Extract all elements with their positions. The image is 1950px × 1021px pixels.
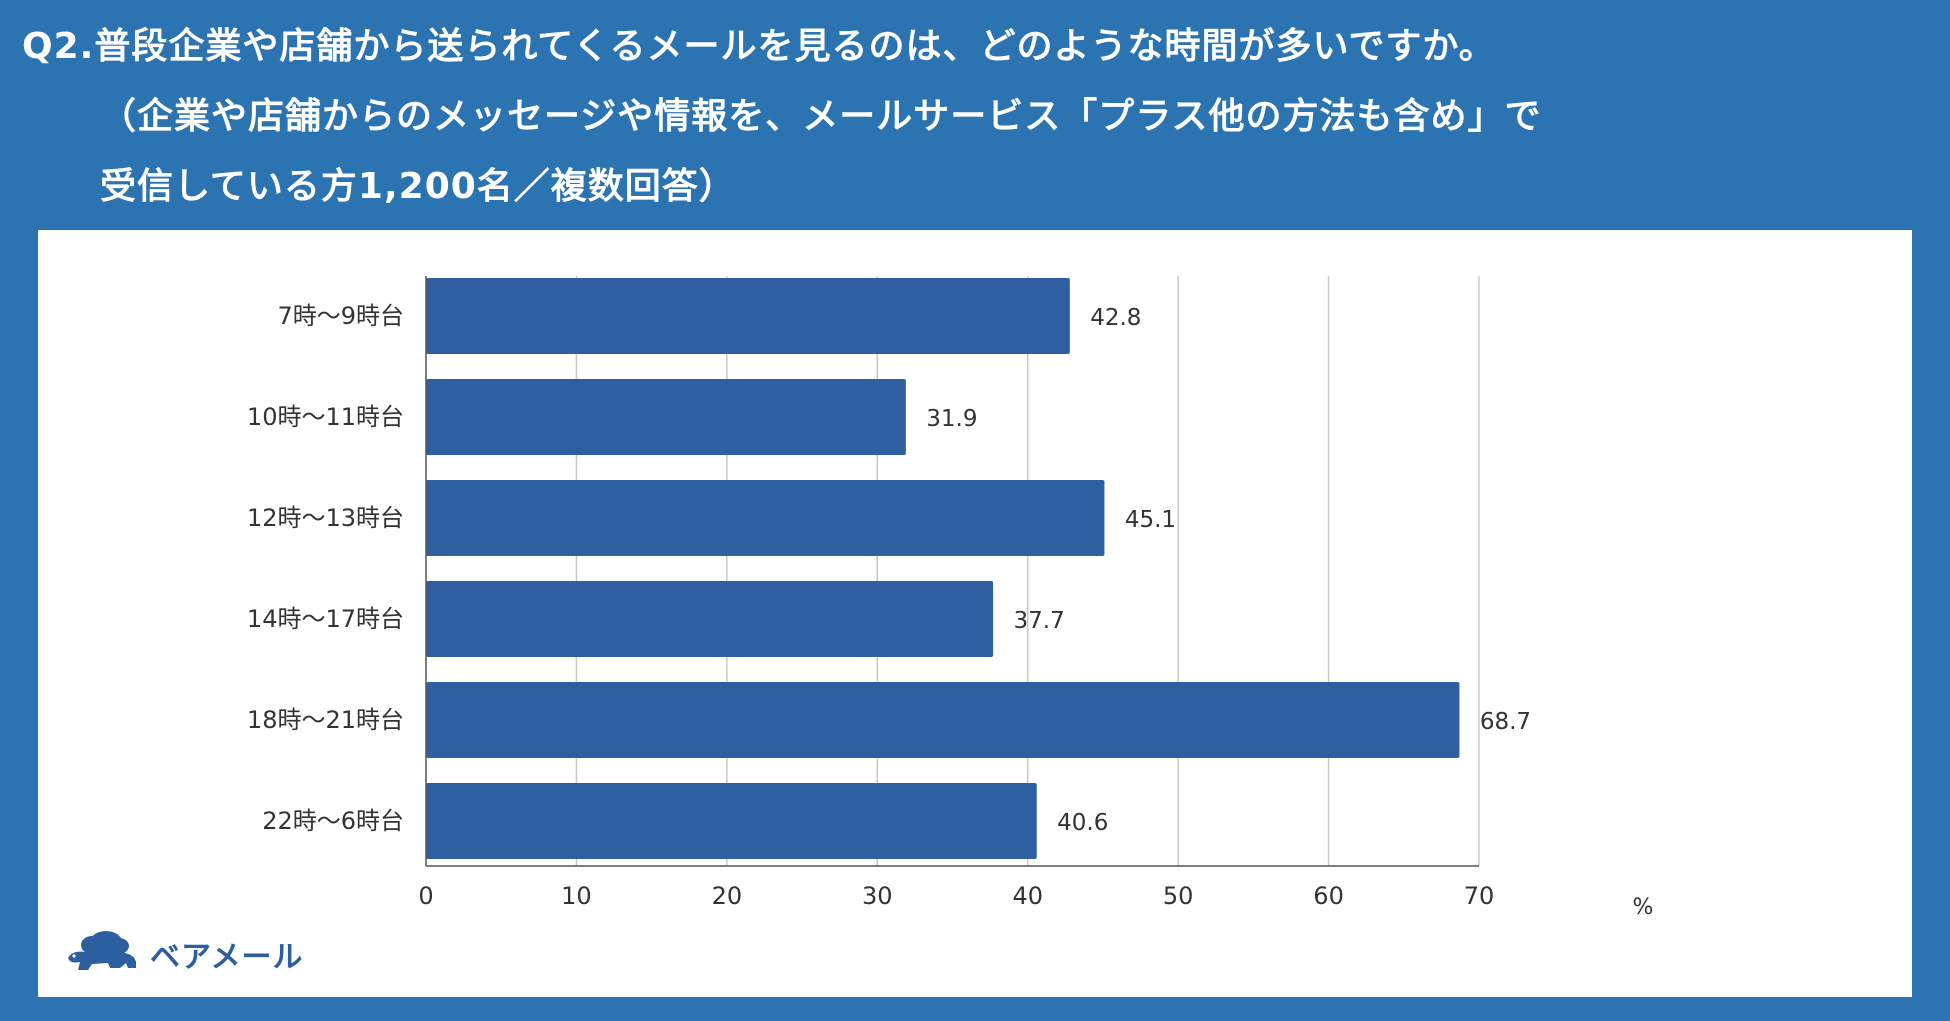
title-area: Q2.普段企業や店舗から送られてくるメールを見るのは、どのような時間が多いですか… [0, 0, 1950, 230]
bar-chart: 7時～9時台 42.8 10時～11時台 31.9 12時～13時台 45.1 14時～17… [247, 276, 1654, 920]
value-label: 40.6 [1057, 810, 1108, 836]
category-label: 7時～9時台 [277, 302, 404, 330]
value-label: 42.8 [1090, 305, 1141, 331]
chart-panel: 7時～9時台 42.8 10時～11時台 31.9 12時～13時台 45.1 14時～17… [38, 230, 1912, 997]
x-tick-label: 70 [1464, 882, 1495, 910]
x-tick-label: 0 [418, 882, 433, 910]
x-tick-label: 40 [1012, 882, 1043, 910]
x-tick-label: 20 [712, 882, 743, 910]
x-tick-label: 30 [862, 882, 893, 910]
x-unit-label: % [1633, 895, 1654, 920]
chart-title-line-3: 受信している方1,200名／複数回答） [100, 166, 736, 207]
bar [426, 278, 1070, 354]
x-tick-label: 10 [561, 882, 592, 910]
x-tick-label: 60 [1313, 882, 1344, 910]
bar [426, 480, 1105, 556]
logo-text: ベアメール [150, 940, 304, 975]
bear-cloud-logo-icon [68, 931, 136, 970]
category-label: 14時～17時台 [247, 605, 404, 633]
value-label: 68.7 [1480, 709, 1531, 735]
bar [426, 379, 906, 455]
bar [426, 682, 1460, 758]
chart-title-line-1: Q2.普段企業や店舗から送られてくるメールを見るのは、どのような時間が多いですか… [22, 26, 1496, 67]
chart-title-line-2: （企業や店舗からのメッセージや情報を、メールサービス「プラス他の方法も含め」で [100, 96, 1542, 137]
category-label: 22時～6時台 [262, 807, 404, 835]
brand-logo: ベアメール [62, 928, 304, 978]
bar [426, 783, 1037, 859]
category-label: 12時～13時台 [247, 504, 404, 532]
value-label: 37.7 [1014, 608, 1065, 634]
category-label: 18時～21時台 [247, 706, 404, 734]
category-label: 10時～11時台 [247, 403, 404, 431]
x-tick-label: 50 [1163, 882, 1194, 910]
value-label: 45.1 [1125, 507, 1176, 533]
value-label: 31.9 [926, 406, 977, 432]
bar [426, 581, 994, 657]
